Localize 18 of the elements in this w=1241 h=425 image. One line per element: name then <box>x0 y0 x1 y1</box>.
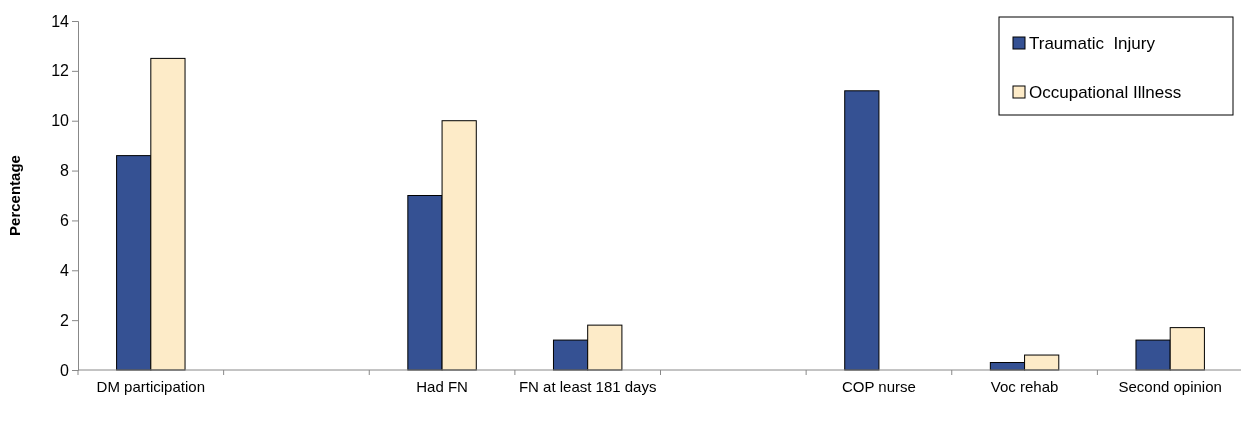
x-tick-label: COP nurse <box>841 378 916 395</box>
y-tick-label: 0 <box>60 361 70 379</box>
x-tick-label: Had FN <box>416 378 468 395</box>
x-tick-label: Second opinion <box>1118 378 1222 395</box>
y-tick-label: 12 <box>51 62 70 80</box>
y-tick-label: 8 <box>60 162 70 180</box>
y-tick-label: 6 <box>60 212 70 230</box>
x-tick-label: FN at least 181 days <box>518 378 657 395</box>
bar <box>844 90 880 371</box>
x-tick-label: DM participation <box>96 378 206 395</box>
y-tick-label: 14 <box>51 12 70 30</box>
y-axis-title: Percentage <box>6 155 23 236</box>
y-tick-label: 4 <box>60 261 70 279</box>
legend-label: Occupational Illness <box>1029 83 1182 102</box>
y-tick-label: 10 <box>51 112 70 130</box>
y-tick-label: 2 <box>60 311 70 329</box>
x-tick-label: Voc rehab <box>990 378 1059 395</box>
legend-label: Traumatic Injury <box>1029 34 1156 53</box>
